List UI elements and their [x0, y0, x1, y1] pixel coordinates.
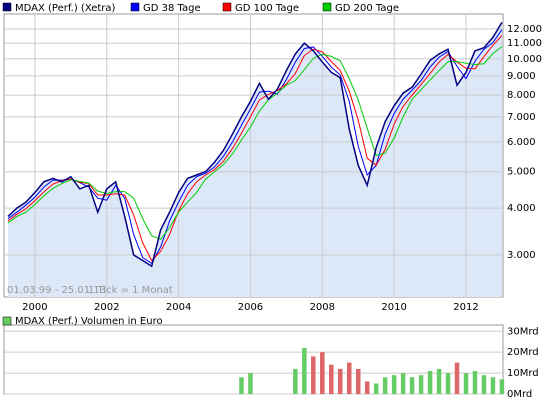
volume-bar: [329, 364, 334, 394]
y-tick-label: 10Mrd: [507, 368, 539, 379]
volume-bar: [409, 377, 415, 394]
x-tick-label: 2004: [166, 302, 191, 313]
annotation: 1 Tick = 1 Monat: [88, 285, 173, 296]
y-tick-label: 4.000: [507, 203, 536, 214]
y-tick-label: 11.000: [507, 38, 542, 49]
y-tick-label: 30Mrd: [507, 326, 539, 337]
x-tick-label: 2006: [238, 302, 263, 313]
volume-bar: [463, 373, 469, 394]
volume-bar: [436, 368, 442, 394]
legend-label: GD 38 Tage: [143, 3, 201, 14]
y-tick-label: 20Mrd: [507, 347, 539, 358]
volume-bar: [490, 377, 496, 394]
volume-bar: [239, 377, 244, 394]
volume-bar: [400, 373, 406, 394]
volume-bar: [481, 375, 487, 394]
volume-bar: [338, 368, 343, 394]
y-tick-label: 0Mrd: [507, 389, 532, 400]
volume-bar: [454, 362, 460, 394]
y-tick-label: 10.000: [507, 54, 542, 65]
volume-bar: [427, 371, 433, 394]
y-tick-label: 12.000: [507, 24, 542, 35]
x-tick-label: 2012: [453, 302, 478, 313]
volume-bar: [293, 368, 298, 394]
series-line: [7, 35, 503, 262]
volume-bar: [302, 348, 307, 394]
volume-bar: [391, 375, 397, 394]
x-tick-label: 2000: [22, 302, 47, 313]
x-tick-label: 2008: [310, 302, 335, 313]
legend-label: MDAX (Perf.) (Xetra): [15, 3, 116, 14]
volume-bar: [418, 375, 424, 394]
legend-label: GD 200 Tage: [335, 3, 399, 14]
annotation: 01.03.99 - 25.01.13: [7, 285, 106, 296]
y-tick-label: 9.000: [507, 71, 536, 82]
x-tick-label: 2010: [381, 302, 406, 313]
price-area: [7, 22, 502, 297]
legend-swatch: [2, 316, 12, 326]
volume-bar: [346, 362, 352, 394]
volume-bar: [320, 352, 325, 394]
series-line: [7, 46, 503, 241]
volume-bar: [364, 381, 370, 394]
legend-label: GD 100 Tage: [235, 3, 299, 14]
series-line: [7, 22, 503, 268]
x-tick-label: 2002: [94, 302, 119, 313]
volume-bar: [373, 383, 379, 394]
y-tick-label: 6.000: [507, 137, 536, 148]
volume-bar: [472, 371, 478, 394]
legend-swatch: [2, 2, 12, 12]
panel-title: MDAX (Perf.) Volumen in Euro: [15, 316, 163, 327]
volume-bar: [311, 356, 316, 394]
y-tick-label: 3.000: [507, 250, 536, 261]
legend-swatch: [222, 2, 232, 12]
y-tick-label: 7.000: [507, 112, 536, 123]
legend-swatch: [130, 2, 140, 12]
volume-bar: [382, 377, 388, 394]
y-tick-label: 8.000: [507, 90, 536, 101]
volume-bar: [445, 373, 451, 394]
volume-bar: [248, 373, 253, 394]
legend-swatch: [322, 2, 332, 12]
volume-bar: [499, 379, 505, 394]
y-tick-label: 5.000: [507, 167, 536, 178]
volume-bar: [355, 368, 361, 394]
